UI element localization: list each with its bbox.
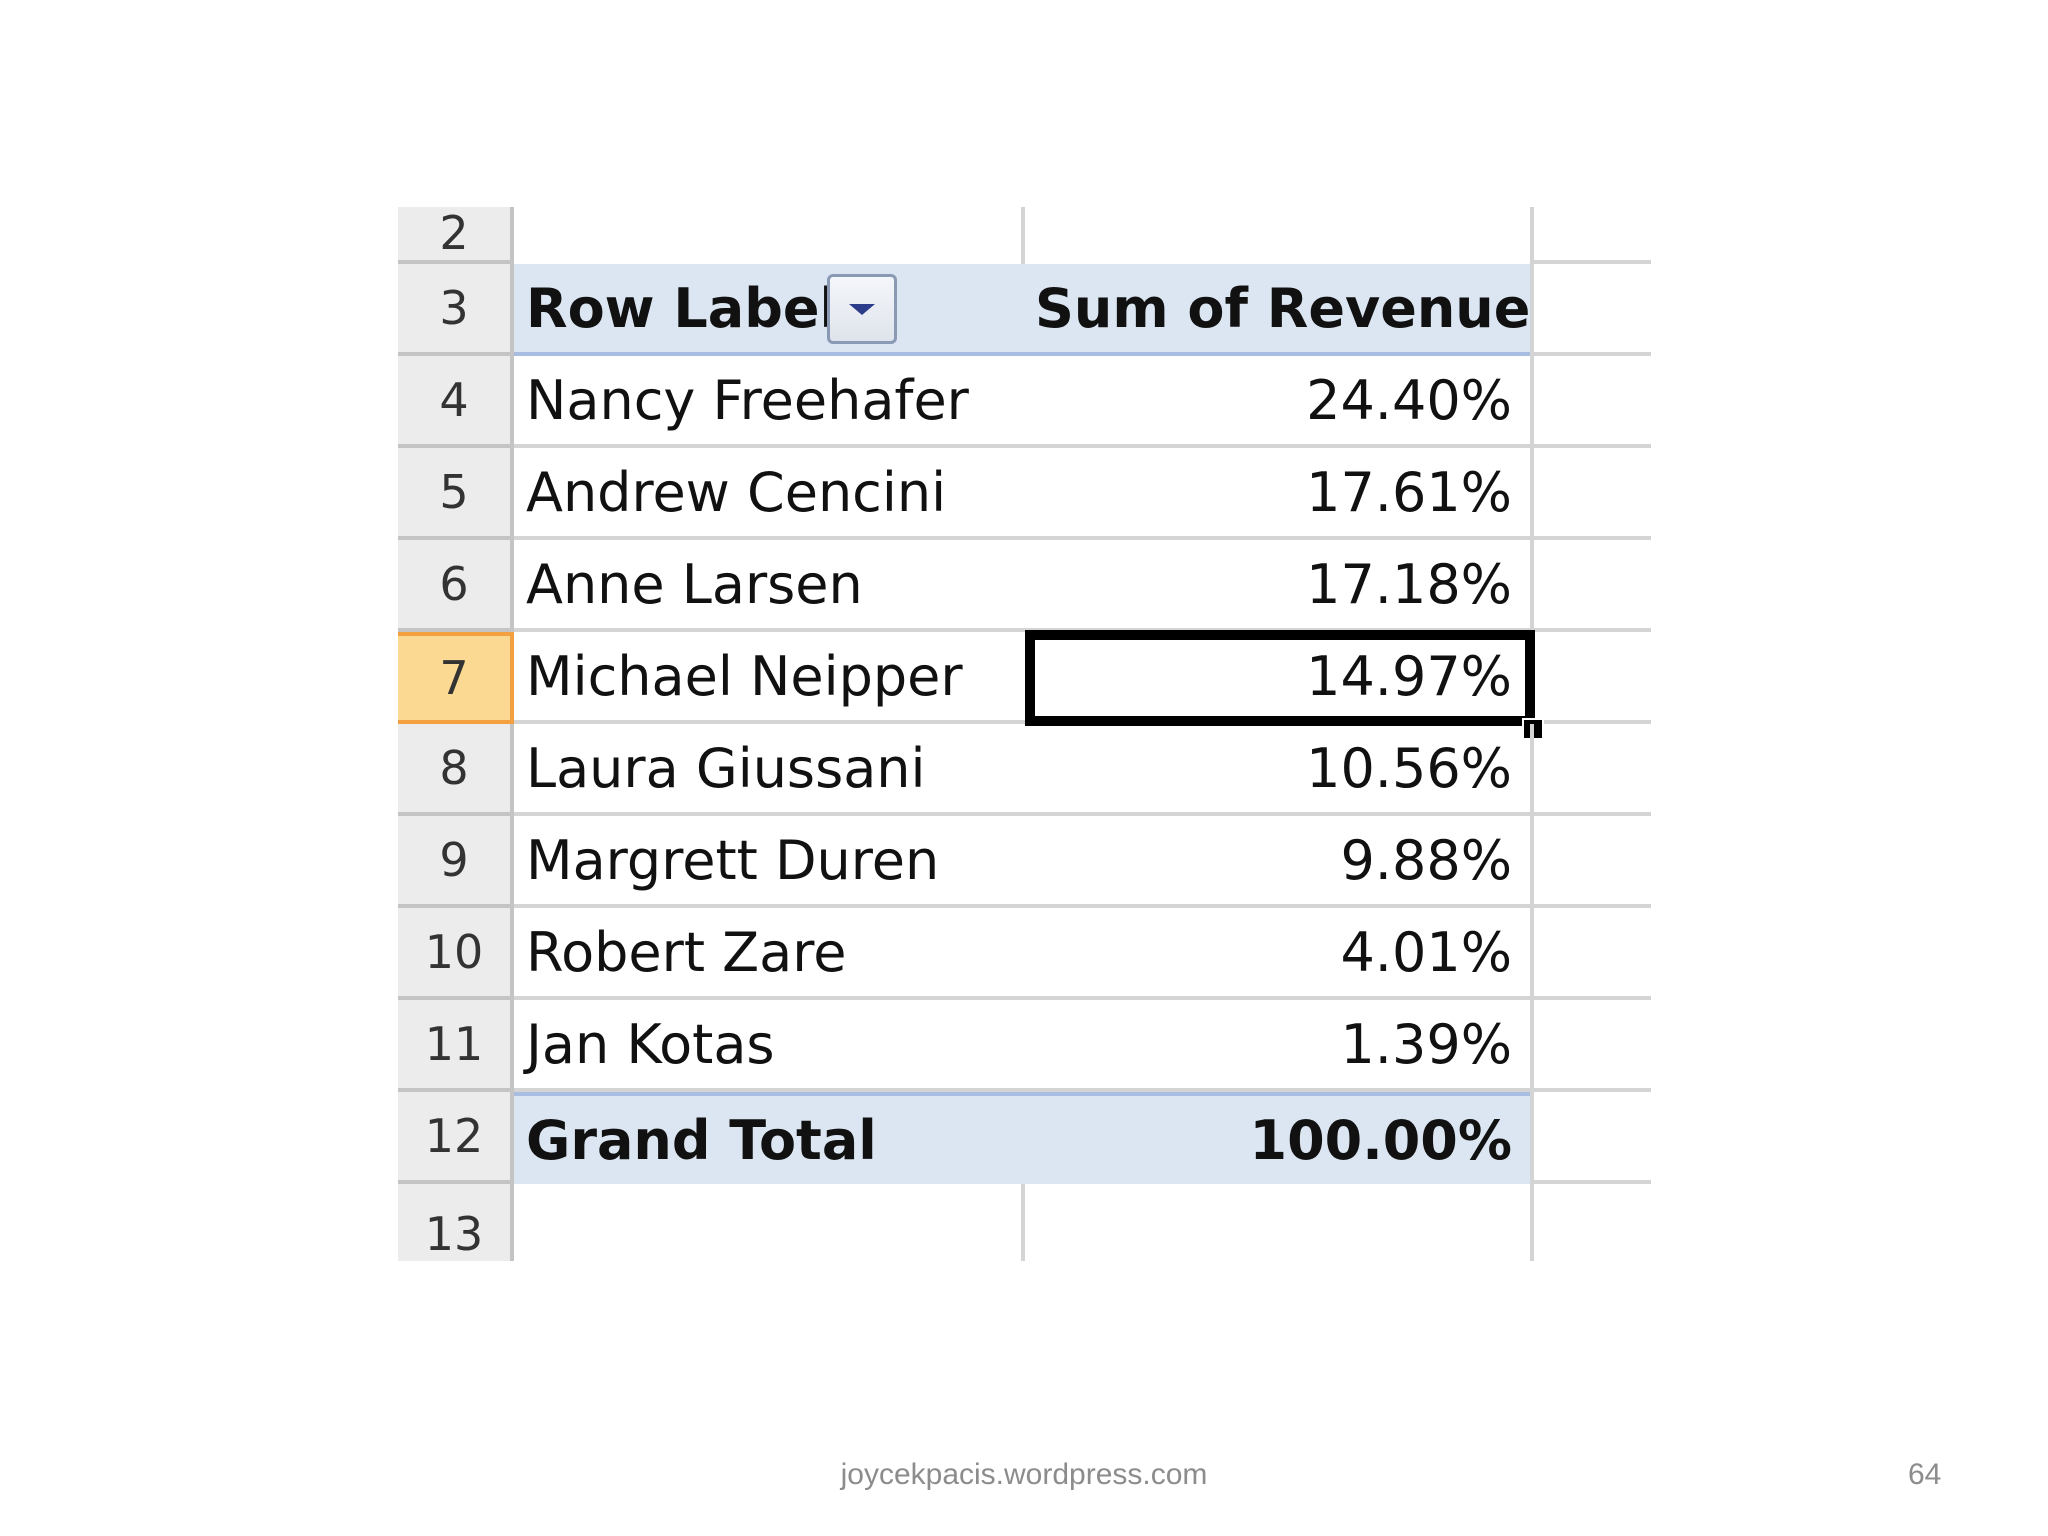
row-label-cell[interactable]: Andrew Cencini [514, 448, 1025, 540]
row-label-cell[interactable]: Jan Kotas [514, 1000, 1025, 1092]
row-header[interactable]: 10 [398, 908, 514, 1000]
cell[interactable] [1530, 724, 1651, 816]
cell[interactable] [1025, 1184, 1530, 1261]
cell[interactable] [1530, 1184, 1651, 1261]
row-header[interactable]: 13 [398, 1184, 514, 1261]
row-header[interactable]: 3 [398, 264, 514, 356]
cell[interactable] [1530, 356, 1651, 448]
cell[interactable] [1530, 1092, 1651, 1184]
table-row: 9 Margrett Duren 9.88% [398, 816, 1651, 908]
revenue-cell[interactable]: 24.40% [1025, 356, 1530, 448]
grand-total-value[interactable]: 100.00% [1025, 1092, 1530, 1184]
sheet-row: 2 [398, 207, 1651, 264]
grand-total-row: 12 Grand Total 100.00% [398, 1092, 1651, 1184]
row-label-cell[interactable]: Laura Giussani [514, 724, 1025, 816]
row-labels-filter-button[interactable] [827, 274, 897, 344]
cell[interactable] [1530, 908, 1651, 1000]
table-row: 11 Jan Kotas 1.39% [398, 1000, 1651, 1092]
row-header[interactable]: 12 [398, 1092, 514, 1184]
dropdown-arrow-icon [849, 303, 875, 315]
row-header[interactable]: 2 [398, 207, 514, 264]
cell[interactable] [1530, 264, 1651, 356]
grand-total-label[interactable]: Grand Total [514, 1092, 1025, 1184]
row-header[interactable]: 4 [398, 356, 514, 448]
row-label-cell[interactable]: Margrett Duren [514, 816, 1025, 908]
row-labels-header-text: Row Labels [526, 276, 871, 340]
row-header[interactable]: 8 [398, 724, 514, 816]
cell[interactable] [1530, 1000, 1651, 1092]
cell[interactable] [1530, 632, 1651, 724]
row-label-cell[interactable]: Robert Zare [514, 908, 1025, 1000]
table-row: 4 Nancy Freehafer 24.40% [398, 356, 1651, 448]
row-header[interactable]: 6 [398, 540, 514, 632]
table-row-selected: 7 Michael Neipper 14.97% [398, 630, 1651, 740]
table-row: 5 Andrew Cencini 17.61% [398, 448, 1651, 540]
sheet-row: 13 [398, 1184, 1651, 1261]
revenue-cell[interactable]: 14.97% [1025, 632, 1530, 724]
cell[interactable] [514, 207, 1025, 264]
table-row: 8 Laura Giussani 10.56% [398, 724, 1651, 816]
pivot-table-sheet: 2 3 Row Labels Sum of Revenue 4 Nancy Fr… [398, 207, 1651, 1261]
sum-of-revenue-header[interactable]: Sum of Revenue [1025, 264, 1530, 356]
cell[interactable] [1530, 207, 1651, 264]
table-row: 6 Anne Larsen 17.18% [398, 540, 1651, 632]
row-header-selected[interactable]: 7 [398, 632, 514, 724]
slide-page-number: 64 [1908, 1458, 1942, 1491]
table-row: 10 Robert Zare 4.01% [398, 908, 1651, 1000]
revenue-cell[interactable]: 17.18% [1025, 540, 1530, 632]
row-header[interactable]: 9 [398, 816, 514, 908]
row-header[interactable]: 11 [398, 1000, 514, 1092]
revenue-cell[interactable]: 17.61% [1025, 448, 1530, 540]
cell[interactable] [1530, 816, 1651, 908]
revenue-cell[interactable]: 1.39% [1025, 1000, 1530, 1092]
row-label-cell[interactable]: Nancy Freehafer [514, 356, 1025, 448]
cell[interactable] [1530, 540, 1651, 632]
revenue-cell[interactable]: 4.01% [1025, 908, 1530, 1000]
cell[interactable] [514, 1184, 1025, 1261]
row-labels-header[interactable]: Row Labels [514, 264, 1025, 356]
footer-site-url: joycekpacis.wordpress.com [840, 1458, 1208, 1491]
cell[interactable] [1025, 207, 1530, 264]
cell[interactable] [1530, 448, 1651, 540]
row-label-cell[interactable]: Michael Neipper [514, 632, 1025, 724]
revenue-cell[interactable]: 9.88% [1025, 816, 1530, 908]
revenue-cell[interactable]: 10.56% [1025, 724, 1530, 816]
pivot-header-row: 3 Row Labels Sum of Revenue [398, 264, 1651, 356]
row-label-cell[interactable]: Anne Larsen [514, 540, 1025, 632]
row-header[interactable]: 5 [398, 448, 514, 540]
